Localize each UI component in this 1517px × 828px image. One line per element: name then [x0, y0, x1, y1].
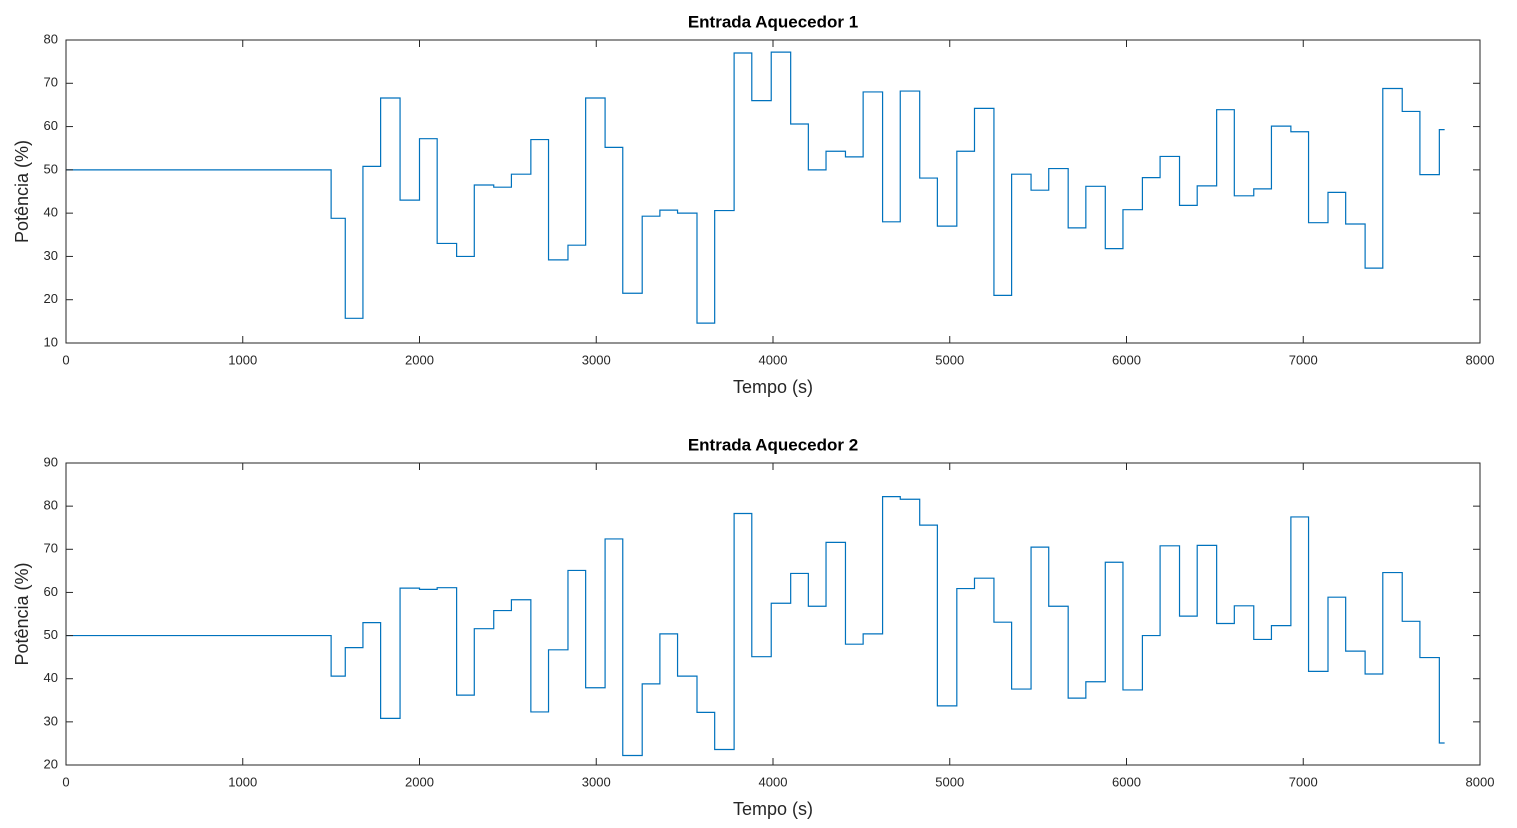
y-tick-label: 80 [44, 498, 58, 513]
x-tick-label: 4000 [759, 774, 788, 789]
x-tick-label: 2000 [405, 352, 434, 367]
x-tick-label: 3000 [582, 774, 611, 789]
chart-title: Entrada Aquecedor 2 [688, 435, 858, 454]
y-tick-label: 60 [44, 584, 58, 599]
plot-area [66, 463, 1480, 765]
x-tick-label: 7000 [1289, 774, 1318, 789]
x-tick-label: 7000 [1289, 352, 1318, 367]
x-tick-label: 2000 [405, 774, 434, 789]
y-tick-label: 80 [44, 31, 58, 46]
y-tick-label: 40 [44, 205, 58, 220]
x-axis-title: Tempo (s) [733, 799, 813, 819]
step-line [66, 51, 1445, 324]
x-axis-title: Tempo (s) [733, 377, 813, 397]
y-tick-label: 60 [44, 118, 58, 133]
x-tick-label: 1000 [228, 352, 257, 367]
y-tick-label: 20 [44, 291, 58, 306]
step-line [66, 496, 1445, 757]
y-tick-label: 50 [44, 161, 58, 176]
y-tick-label: 20 [44, 756, 58, 771]
x-tick-label: 8000 [1466, 774, 1495, 789]
x-tick-label: 8000 [1466, 352, 1495, 367]
y-tick-label: 10 [44, 334, 58, 349]
y-tick-label: 70 [44, 75, 58, 90]
x-tick-label: 0 [62, 774, 69, 789]
x-tick-label: 6000 [1112, 352, 1141, 367]
chart-title: Entrada Aquecedor 1 [688, 12, 858, 31]
y-tick-label: 30 [44, 713, 58, 728]
x-tick-label: 5000 [935, 352, 964, 367]
y-tick-label: 90 [44, 454, 58, 469]
y-axis-title: Potência (%) [12, 140, 32, 243]
x-tick-label: 4000 [759, 352, 788, 367]
y-tick-label: 30 [44, 248, 58, 263]
x-tick-label: 5000 [935, 774, 964, 789]
y-axis-title: Potência (%) [12, 562, 32, 665]
x-tick-label: 0 [62, 352, 69, 367]
plot-area [66, 40, 1480, 343]
y-tick-label: 40 [44, 670, 58, 685]
x-tick-label: 3000 [582, 352, 611, 367]
y-tick-label: 70 [44, 541, 58, 556]
x-tick-label: 1000 [228, 774, 257, 789]
y-tick-label: 50 [44, 627, 58, 642]
x-tick-label: 6000 [1112, 774, 1141, 789]
